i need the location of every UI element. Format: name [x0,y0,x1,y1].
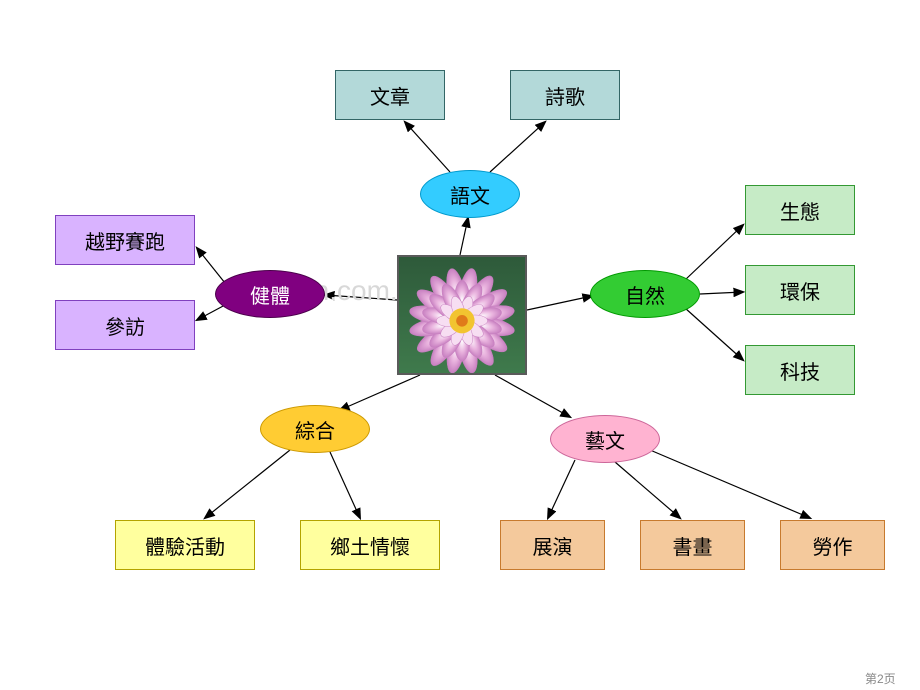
node-label: 語文 [450,180,490,209]
node-label: 環保 [780,276,820,305]
node-label: 藝文 [585,425,625,454]
node-label: 綜合 [295,415,335,444]
node-arts: 藝文 [550,415,660,463]
page-number: 第2页 [865,670,896,687]
node-article: 文章 [335,70,445,120]
node-env: 環保 [745,265,855,315]
node-label: 參訪 [105,311,145,340]
node-lang: 語文 [420,170,520,218]
node-label: 文章 [370,81,410,110]
node-exp: 體驗活動 [115,520,255,570]
node-eco: 生態 [745,185,855,235]
node-tech: 科技 [745,345,855,395]
node-poem: 詩歌 [510,70,620,120]
node-label: 自然 [625,280,665,309]
node-label: 體驗活動 [145,531,225,560]
node-visit: 參訪 [55,300,195,350]
node-label: 勞作 [813,531,853,560]
node-phys: 健體 [215,270,325,318]
node-label: 鄉土情懷 [330,531,410,560]
node-label: 書畫 [673,531,713,560]
node-comp: 綜合 [260,405,370,453]
node-local: 鄉土情懷 [300,520,440,570]
node-craft: 勞作 [780,520,885,570]
node-run: 越野賽跑 [55,215,195,265]
node-label: 越野賽跑 [85,226,165,255]
center-flower-image [397,255,527,375]
node-label: 生態 [780,196,820,225]
node-paint: 書畫 [640,520,745,570]
node-label: 健體 [250,280,290,309]
node-nature: 自然 [590,270,700,318]
node-label: 科技 [780,356,820,385]
node-label: 展演 [533,531,573,560]
node-show: 展演 [500,520,605,570]
node-label: 詩歌 [545,81,585,110]
